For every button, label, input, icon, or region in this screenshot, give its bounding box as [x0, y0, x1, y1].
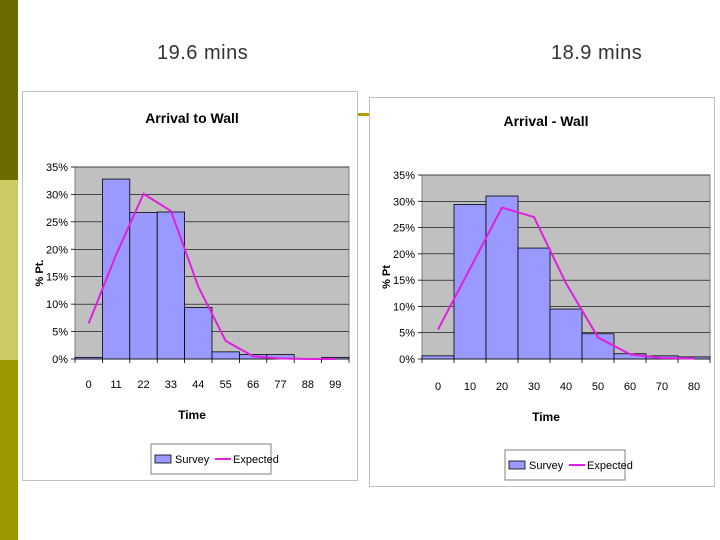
- x-tick-label: 70: [656, 381, 668, 393]
- y-tick-label: 25%: [393, 223, 415, 235]
- y-axis-label: % Pt.: [34, 260, 46, 287]
- y-tick-label: 25%: [46, 217, 68, 229]
- chart-title: Arrival - Wall: [503, 113, 588, 129]
- x-tick-label: 20: [496, 381, 508, 393]
- left-chart-heading: 19.6 mins: [157, 42, 249, 64]
- y-tick-label: 15%: [393, 275, 415, 287]
- x-tick-label: 11: [110, 379, 121, 391]
- x-tick-label: 50: [592, 381, 604, 393]
- y-tick-label: 5%: [52, 327, 68, 339]
- x-axis-label: Time: [178, 408, 206, 422]
- y-tick-label: 0%: [52, 354, 68, 366]
- chart-title: Arrival to Wall: [145, 110, 239, 126]
- x-tick-label: 77: [274, 379, 286, 391]
- y-tick-label: 5%: [399, 328, 415, 340]
- legend-label-expected: Expected: [233, 454, 279, 466]
- x-tick-label: 30: [528, 381, 540, 393]
- legend-swatch-survey: [508, 460, 526, 470]
- line-expected: [87, 192, 336, 360]
- bar-survey: [184, 307, 213, 360]
- x-tick-label: 10: [464, 381, 476, 393]
- y-tick-label: 30%: [46, 189, 68, 201]
- chart-arrival-to-wall: Arrival to Wall 0% 5% 10% 15% 20% 25% 30% 35% 0 11…: [34, 110, 350, 475]
- sidebar-stripe-bottom: [0, 360, 18, 540]
- bar-survey: [485, 195, 519, 360]
- bar-survey: [453, 204, 487, 360]
- bar-survey: [156, 211, 185, 360]
- y-tick-label: 10%: [393, 301, 415, 313]
- y-axis-label: % Pt: [381, 265, 393, 289]
- chart-panel-arrival-wall: Arrival - Wall 0% 5% 10% 15% 20% 25% 30% 35% 0 10 2…: [369, 97, 715, 487]
- sidebar-stripe-middle: [0, 180, 18, 360]
- y-tick-label: 20%: [393, 249, 415, 261]
- line-expected: [437, 206, 695, 360]
- x-tick-label: 40: [560, 381, 572, 393]
- bar-survey: [549, 308, 583, 360]
- x-tick-label: 44: [192, 379, 204, 391]
- bar-survey: [421, 355, 455, 360]
- bar-survey: [129, 212, 158, 360]
- x-tick-label: 99: [329, 379, 341, 391]
- accent-rule: [355, 113, 371, 116]
- x-tick-label: 0: [86, 379, 92, 391]
- y-tick-label: 20%: [46, 244, 68, 256]
- x-tick-label: 22: [137, 379, 149, 391]
- legend-label-survey: Survey: [175, 454, 210, 466]
- x-tick-label: 88: [302, 379, 314, 391]
- legend-label-expected: Expected: [587, 460, 633, 472]
- legend-swatch-survey: [154, 454, 172, 464]
- x-axis-label: Time: [532, 410, 560, 424]
- bar-survey: [74, 356, 103, 360]
- legend-label-survey: Survey: [529, 460, 564, 472]
- x-tick-label: 60: [624, 381, 636, 393]
- y-tick-label: 35%: [393, 170, 415, 182]
- bar-survey: [517, 247, 551, 360]
- x-tick-label: 0: [435, 381, 441, 393]
- x-tick-label: 66: [247, 379, 259, 391]
- sidebar-stripe-top: [0, 0, 18, 180]
- y-tick-label: 15%: [46, 272, 68, 284]
- y-tick-label: 35%: [46, 162, 68, 174]
- bar-survey: [102, 178, 131, 360]
- y-tick-label: 10%: [46, 299, 68, 311]
- chart-panel-arrival-to-wall: Arrival to Wall 0% 5% 10% 15% 20% 25% 30% 35% 0 11…: [22, 91, 358, 481]
- y-tick-label: 30%: [393, 196, 415, 208]
- chart-arrival-wall: Arrival - Wall 0% 5% 10% 15% 20% 25% 30% 35% 0 10 2…: [381, 113, 711, 481]
- bar-survey: [211, 351, 240, 360]
- right-chart-heading: 18.9 mins: [551, 42, 643, 64]
- x-tick-label: 55: [220, 379, 232, 391]
- x-tick-label: 33: [165, 379, 177, 391]
- x-tick-label: 80: [688, 381, 700, 393]
- y-tick-label: 0%: [399, 354, 415, 366]
